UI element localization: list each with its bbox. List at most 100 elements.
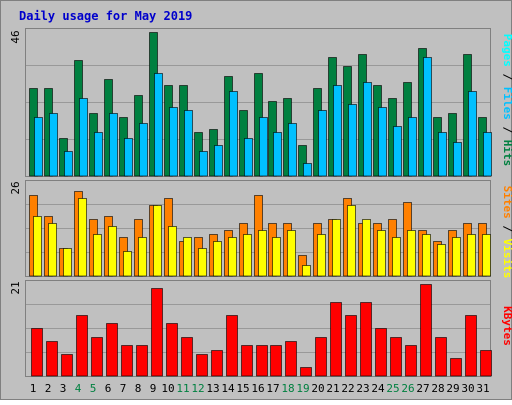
bottom-kbytes-bar-day-2: [46, 341, 58, 377]
bottom-kbytes-bar-day-24: [375, 328, 387, 377]
bottom-kbytes-bar-day-5: [91, 337, 103, 377]
top-hits-bar-day-19: [298, 145, 307, 177]
bottom-kbytes-bar-day-18: [285, 341, 297, 377]
legend-sep-2: /: [501, 120, 512, 140]
x-tick-label: 19: [296, 382, 309, 395]
bottom-kbytes-bar-day-31: [480, 350, 492, 377]
top-files-bar-day-11: [184, 110, 193, 177]
middle-sites-bar-day-14: [228, 237, 237, 277]
bottom-kbytes-bar-day-7: [121, 345, 133, 377]
x-tick-label: 8: [135, 382, 142, 395]
x-tick-label: 21: [326, 382, 339, 395]
x-tick-label: 12: [191, 382, 204, 395]
chart-title: Daily usage for May 2019: [19, 9, 192, 23]
top-files-bar-day-15: [244, 138, 253, 177]
top-files-bar-day-20: [318, 110, 327, 177]
bottom-panel-legend: KBytes: [501, 306, 512, 346]
middle-panel-legend: Sites / Visits: [501, 186, 512, 279]
middle-sites-bar-day-20: [317, 234, 326, 277]
bottom-kbytes-bar-day-12: [196, 354, 208, 377]
middle-sites-bar-day-15: [243, 234, 252, 277]
x-tick-label: 23: [356, 382, 369, 395]
bottom-kbytes-bar-day-28: [435, 337, 447, 377]
top-files-bar-day-9: [154, 73, 163, 177]
legend-sites: Sites: [501, 186, 512, 219]
top-files-bar-day-3: [64, 151, 73, 177]
x-axis-day-labels: 1 2 3 4 5 6 7 8 9 10 11 12 13 14 15 16 17 18 19 20 21 22 23 24 2…: [30, 382, 490, 395]
bottom-kbytes-bar-day-17: [270, 345, 282, 377]
top-files-bar-day-2: [49, 113, 58, 177]
bottom-kbytes-bar-day-29: [450, 358, 462, 377]
x-tick-label: 3: [60, 382, 67, 395]
middle-sites-bar-day-28: [437, 244, 446, 277]
bottom-kbytes-bar-day-22: [345, 315, 357, 377]
legend-hits: Hits: [501, 140, 512, 167]
top-files-bar-day-12: [199, 151, 208, 177]
x-tick-label: 4: [75, 382, 82, 395]
middle-sites-bar-day-10: [168, 226, 177, 277]
top-files-bar-day-17: [273, 132, 282, 177]
middle-sites-bar-day-12: [198, 248, 207, 277]
bottom-kbytes-bar-day-20: [315, 337, 327, 377]
middle-sites-bar-day-25: [392, 237, 401, 277]
middle-panel-ymax-label: 26: [9, 181, 22, 194]
x-tick-label: 27: [416, 382, 429, 395]
middle-sites-bar-day-5: [93, 234, 102, 277]
top-files-bar-day-24: [378, 107, 387, 177]
x-tick-label: 9: [150, 382, 157, 395]
x-tick-label: 26: [401, 382, 414, 395]
middle-sites-bar-day-16: [258, 230, 267, 277]
middle-sites-bar-day-18: [287, 230, 296, 277]
top-files-bar-day-30: [468, 91, 477, 177]
middle-sites-bar-day-30: [467, 234, 476, 277]
top-files-bar-day-8: [139, 123, 148, 177]
bottom-kbytes-bar-day-8: [136, 345, 148, 377]
middle-sites-bar-day-3: [63, 248, 72, 277]
top-files-bar-day-25: [393, 126, 402, 177]
middle-sites-bar-day-7: [123, 251, 132, 277]
bottom-kbytes-bar-day-3: [61, 354, 73, 377]
top-files-bar-day-26: [408, 117, 417, 177]
top-files-bar-day-16: [259, 117, 268, 177]
legend-pages: Pages: [501, 34, 512, 67]
middle-sites-bar-day-23: [362, 219, 371, 277]
top-files-bar-day-5: [94, 132, 103, 177]
middle-sites-bar-day-11: [183, 237, 192, 277]
x-tick-label: 1: [30, 382, 37, 395]
x-tick-label: 2: [45, 382, 52, 395]
x-tick-label: 20: [311, 382, 324, 395]
middle-sites-bar-day-6: [108, 226, 117, 277]
top-files-bar-day-29: [453, 142, 462, 177]
legend-sep-1: /: [501, 67, 512, 87]
bottom-kbytes-bar-day-30: [465, 315, 477, 377]
top-files-bar-day-28: [438, 132, 447, 177]
middle-sites-bar-day-26: [407, 230, 416, 277]
top-files-bar-day-19: [303, 163, 312, 177]
bottom-kbytes-bar-day-15: [241, 345, 253, 377]
middle-sites-bar-day-29: [452, 237, 461, 277]
bottom-kbytes-bar-day-26: [405, 345, 417, 377]
bottom-kbytes-bar-day-16: [256, 345, 268, 377]
bottom-kbytes-bar-day-25: [390, 337, 402, 377]
middle-sites-bar-day-19: [302, 265, 311, 277]
x-tick-label: 22: [341, 382, 354, 395]
bottom-kbytes-bar-day-27: [420, 284, 432, 377]
bottom-kbytes-bar-day-19: [300, 367, 312, 377]
x-tick-label: 15: [236, 382, 249, 395]
top-files-bar-day-13: [214, 145, 223, 177]
bottom-kbytes-bar-day-1: [31, 328, 43, 377]
x-tick-label: 24: [371, 382, 385, 395]
middle-sites-bar-day-24: [377, 230, 386, 277]
x-tick-label: 10: [161, 382, 174, 395]
x-tick-label: 25: [386, 382, 399, 395]
x-tick-label: 16: [251, 382, 264, 395]
top-files-bar-day-4: [79, 98, 88, 177]
legend-kbytes: KBytes: [501, 306, 512, 346]
x-tick-label: 5: [90, 382, 97, 395]
bottom-panel-ymax-label: 21: [9, 281, 22, 294]
middle-sites-bar-day-1: [33, 216, 42, 277]
bottom-kbytes-bar-day-11: [181, 337, 193, 377]
x-tick-label: 17: [266, 382, 279, 395]
